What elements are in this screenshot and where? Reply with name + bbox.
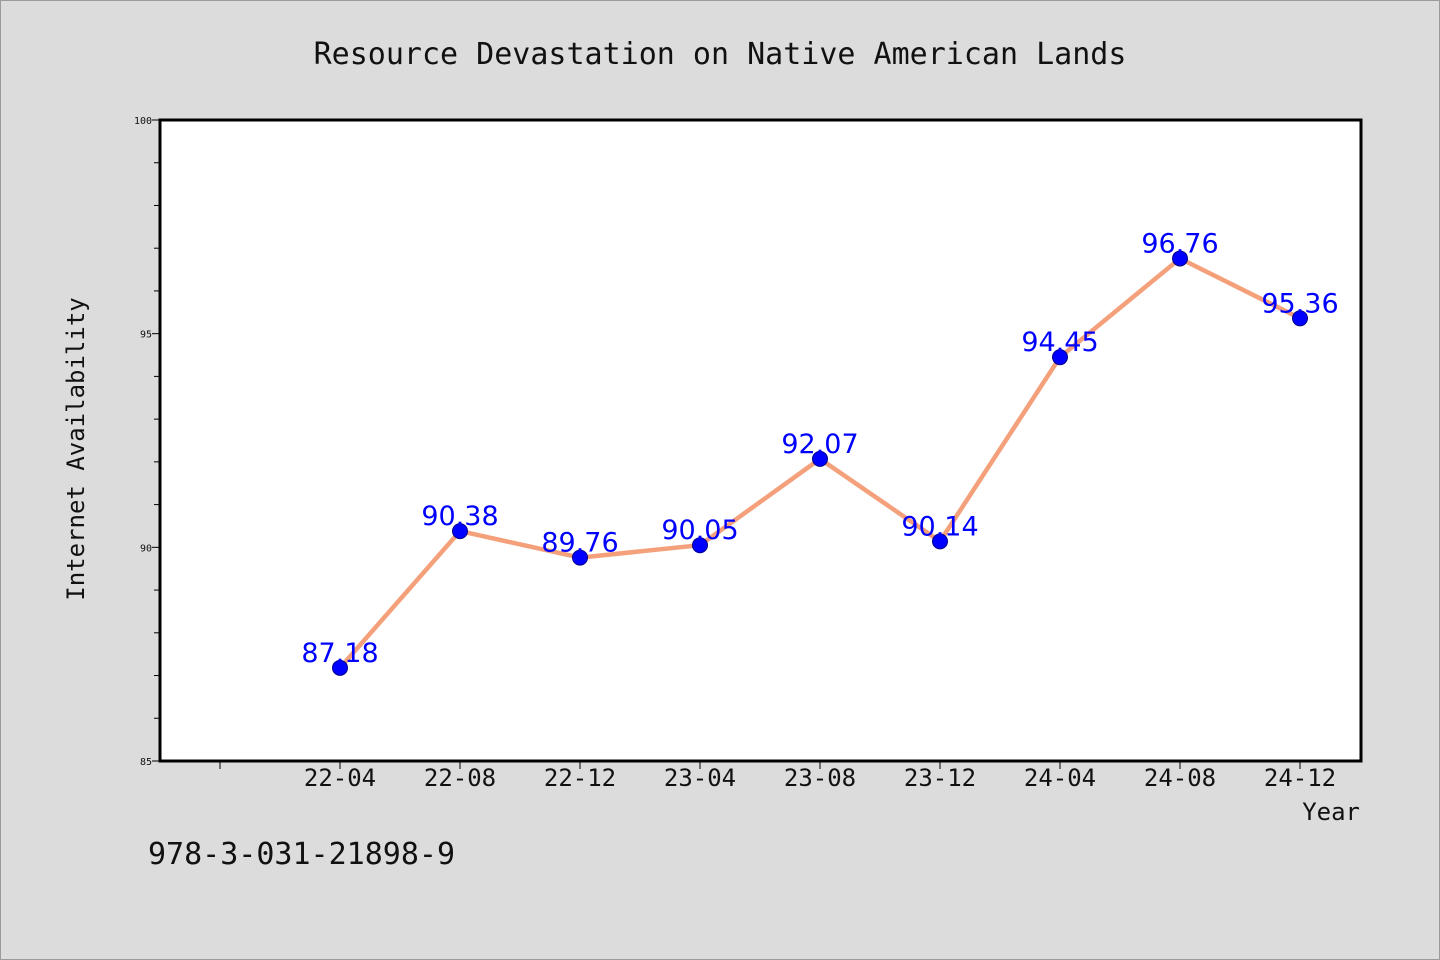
x-tick-label: 23-12 bbox=[904, 764, 976, 792]
y-axis-label: Internet Availability bbox=[62, 297, 90, 600]
y-tick-label: 95 bbox=[140, 330, 152, 341]
x-tick-label: 23-08 bbox=[784, 764, 856, 792]
data-label: 96.76 bbox=[1141, 228, 1218, 259]
data-point bbox=[452, 523, 468, 540]
data-label: 89.76 bbox=[541, 528, 618, 559]
data-label: 95.36 bbox=[1261, 288, 1338, 319]
data-point bbox=[692, 537, 708, 554]
data-point bbox=[1052, 349, 1068, 366]
y-tick-label: 90 bbox=[140, 543, 152, 554]
data-label: 90.38 bbox=[421, 501, 498, 532]
data-label: 87.18 bbox=[301, 638, 378, 669]
y-tick-label: 100 bbox=[134, 116, 152, 127]
y-axis: 85 90 95 100 bbox=[134, 116, 160, 768]
data-point bbox=[932, 533, 948, 550]
data-label: 90.05 bbox=[661, 515, 738, 546]
y-tick-label: 85 bbox=[140, 757, 152, 768]
series-markers bbox=[332, 250, 1308, 676]
x-tick-label: 24-04 bbox=[1024, 764, 1096, 792]
data-label: 90.14 bbox=[901, 511, 978, 542]
data-point bbox=[332, 659, 348, 676]
x-tick-label: 22-04 bbox=[304, 764, 376, 792]
x-tick-label: 24-08 bbox=[1144, 764, 1216, 792]
footer-code: 978-3-031-21898-9 bbox=[148, 837, 455, 872]
x-tick-label: 23-04 bbox=[664, 764, 736, 792]
data-point bbox=[1292, 310, 1308, 327]
x-tick-label: 22-08 bbox=[424, 764, 496, 792]
x-axis-label: Year bbox=[1302, 798, 1360, 826]
chart-title: Resource Devastation on Native American … bbox=[314, 37, 1127, 72]
x-tick-label: 24-12 bbox=[1264, 764, 1336, 792]
x-axis: 22-04 22-08 22-12 23-04 23-08 23-12 24-04 24-08… bbox=[219, 761, 1336, 792]
plot-area bbox=[158, 118, 1363, 763]
x-tick-label: 22-12 bbox=[544, 764, 616, 792]
data-point bbox=[572, 549, 588, 566]
data-labels: 87.18 90.38 89.76 90.05 92.07 90.14 94.45 96.76… bbox=[301, 228, 1338, 668]
data-point bbox=[1172, 250, 1188, 267]
data-label: 94.45 bbox=[1021, 327, 1098, 358]
data-point bbox=[812, 450, 828, 467]
data-label: 92.07 bbox=[781, 429, 858, 460]
